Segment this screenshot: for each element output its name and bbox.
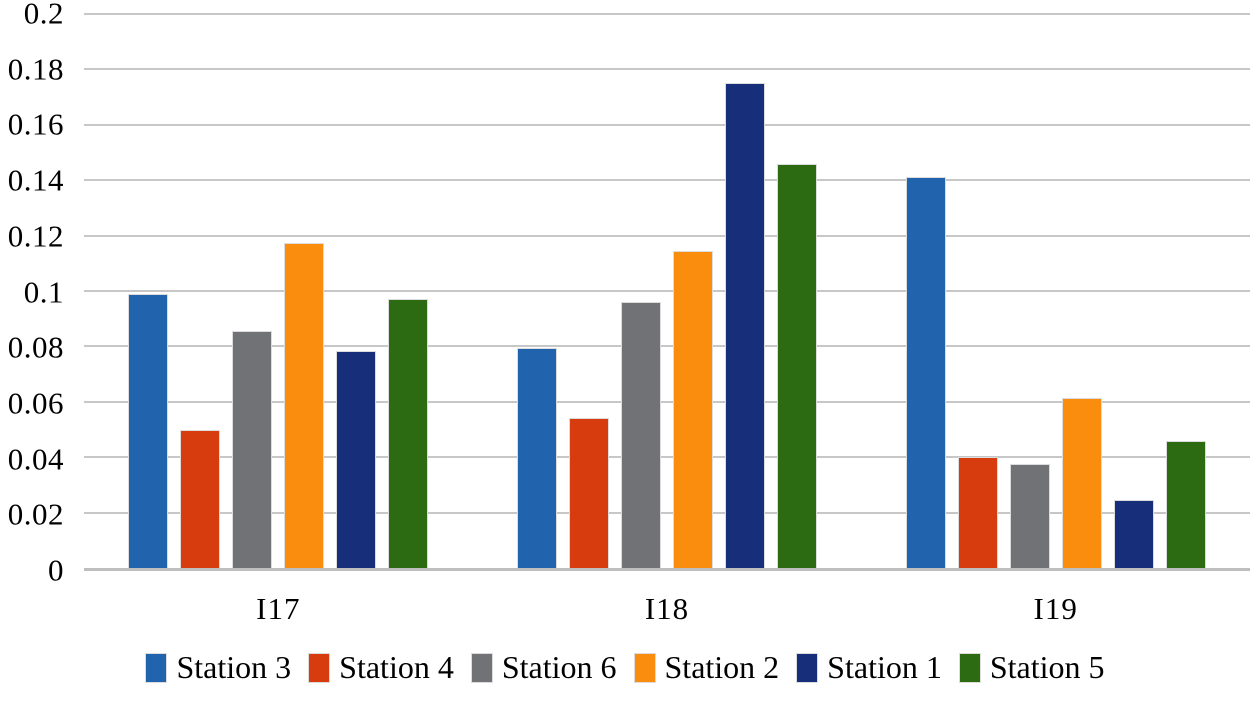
gridline — [84, 13, 1250, 15]
plot-row: 0.2 0.18 0.16 0.14 0.12 0.1 0.08 0.06 0.04 0.02 0 — [0, 0, 1250, 587]
legend-swatch-icon — [470, 652, 493, 683]
legend-label: Station 1 — [827, 649, 942, 685]
y-tick-label: 0.16 — [7, 106, 64, 142]
x-category-label: I19 — [1033, 591, 1078, 626]
legend-item-station-3: Station 3 — [145, 649, 291, 686]
y-tick-label: 0.06 — [7, 385, 64, 421]
legend: Station 3 Station 4 Station 6 Station 2 Stat… — [0, 649, 1250, 686]
legend-item-station-5: Station 5 — [958, 649, 1105, 686]
gridline — [84, 123, 1250, 126]
y-tick-label: 0 — [48, 552, 64, 588]
bar-groups — [84, 14, 1250, 568]
legend-item-station-2: Station 2 — [633, 649, 780, 686]
legend-item-station-4: Station 4 — [308, 649, 454, 686]
legend-item-station-1: Station 1 — [796, 649, 942, 686]
gridline — [84, 456, 1250, 459]
gridline — [84, 511, 1250, 514]
gridline — [84, 290, 1250, 292]
bar-station-5-i19 — [1165, 440, 1206, 568]
legend-swatch-icon — [633, 652, 656, 683]
legend-item-station-6: Station 6 — [470, 649, 617, 686]
bar-group-i17 — [84, 14, 473, 568]
y-tick-label: 0.18 — [7, 50, 64, 86]
bar-station-2-i18 — [673, 250, 713, 568]
bar-station-2-i19 — [1061, 397, 1102, 568]
x-axis: I17 I18 I19 — [84, 571, 1250, 647]
bar-station-5-i18 — [777, 163, 817, 568]
legend-swatch-icon — [308, 652, 331, 683]
bar-station-3-i18 — [517, 347, 557, 568]
bar-station-4-i18 — [569, 418, 609, 568]
bar-station-2-i17 — [284, 242, 325, 568]
legend-label: Station 6 — [501, 649, 617, 685]
bar-group-i18 — [473, 14, 862, 568]
bar-group-i19 — [861, 14, 1250, 568]
gridline — [84, 345, 1250, 348]
bar-station-1-i19 — [1113, 500, 1154, 568]
legend-swatch-icon — [958, 652, 981, 683]
y-tick-label: 0.1 — [23, 273, 64, 309]
y-tick-label: 0.2 — [23, 0, 64, 31]
legend-swatch-icon — [145, 652, 168, 683]
y-tick-label: 0.08 — [7, 329, 64, 365]
y-tick-label: 0.02 — [7, 496, 64, 532]
bar-station-3-i17 — [128, 293, 169, 568]
gridline — [84, 400, 1250, 403]
x-category-label: I17 — [256, 591, 301, 626]
bar-station-6-i17 — [232, 331, 273, 568]
bar-station-5-i17 — [388, 299, 429, 568]
bar-station-1-i18 — [725, 83, 765, 568]
bar-station-4-i19 — [957, 457, 998, 568]
bar-station-1-i17 — [336, 350, 377, 568]
bar-station-6-i19 — [1009, 464, 1050, 568]
gridline — [84, 234, 1250, 237]
legend-label: Station 2 — [664, 649, 780, 685]
bar-station-6-i18 — [621, 302, 661, 568]
legend-label: Station 4 — [339, 649, 454, 685]
gridline — [84, 68, 1250, 71]
y-axis: 0.2 0.18 0.16 0.14 0.12 0.1 0.08 0.06 0.04 0.02 0 — [0, 0, 84, 587]
plot-area — [84, 13, 1250, 571]
legend-swatch-icon — [796, 652, 819, 683]
bar-station-4-i17 — [180, 429, 221, 568]
y-tick-label: 0.04 — [7, 440, 64, 476]
x-category-label: I18 — [644, 591, 690, 626]
bar-station-3-i19 — [905, 177, 946, 568]
legend-label: Station 3 — [176, 649, 292, 685]
y-tick-label: 0.12 — [7, 218, 64, 254]
legend-label: Station 5 — [989, 649, 1105, 685]
y-tick-label: 0.14 — [7, 162, 64, 198]
gridline — [84, 179, 1250, 182]
